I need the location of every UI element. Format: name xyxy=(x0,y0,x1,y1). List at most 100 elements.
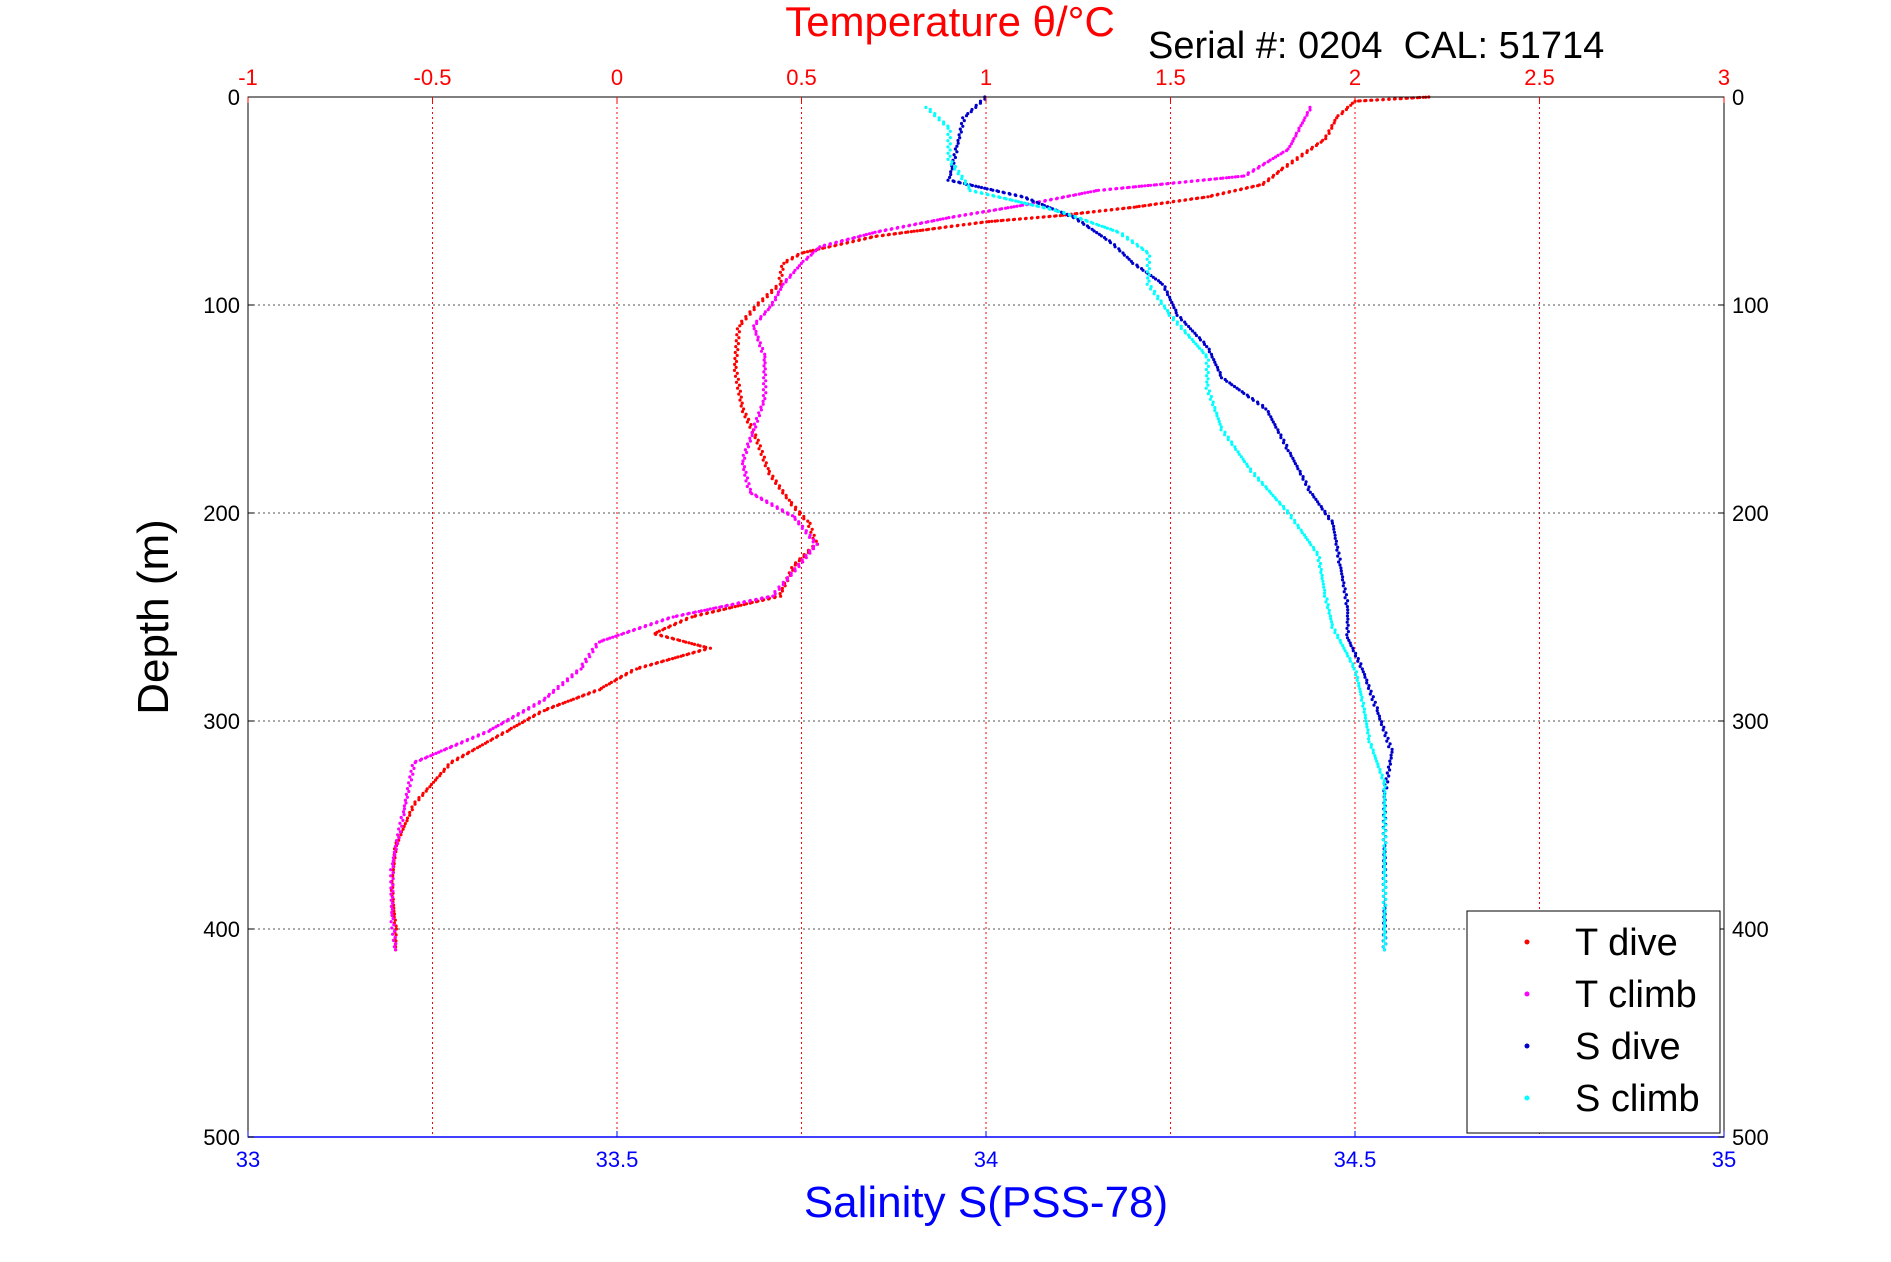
data-point xyxy=(1048,207,1052,211)
data-point xyxy=(1357,681,1361,685)
data-point xyxy=(1340,112,1344,116)
data-point xyxy=(1364,719,1368,723)
data-point xyxy=(550,705,554,710)
data-point xyxy=(1289,142,1293,146)
data-point xyxy=(691,651,695,655)
data-point xyxy=(775,506,779,510)
data-point xyxy=(1363,716,1367,720)
data-point xyxy=(1146,276,1150,280)
data-point xyxy=(915,229,919,233)
data-point xyxy=(505,719,509,723)
data-point xyxy=(931,227,935,231)
data-point xyxy=(967,186,971,190)
data-point xyxy=(1374,756,1378,761)
data-point xyxy=(959,130,963,134)
data-point xyxy=(1389,753,1393,757)
data-point xyxy=(401,810,406,814)
data-point xyxy=(1337,560,1341,564)
data-point xyxy=(1008,192,1012,196)
data-point xyxy=(930,219,934,223)
data-point xyxy=(776,290,781,294)
data-point xyxy=(1246,464,1250,469)
data-point xyxy=(1382,927,1386,931)
data-point xyxy=(795,254,799,258)
data-point xyxy=(996,189,1001,194)
data-point xyxy=(1382,820,1386,824)
data-point xyxy=(1209,394,1213,399)
data-point xyxy=(397,836,401,840)
data-point xyxy=(526,717,530,722)
data-point xyxy=(614,634,618,638)
data-point xyxy=(1349,103,1353,107)
data-point xyxy=(1324,134,1328,138)
data-point xyxy=(1383,853,1387,857)
data-point xyxy=(1212,358,1216,362)
top-axis-tick-label: 1 xyxy=(980,65,992,90)
data-point xyxy=(1245,462,1249,466)
data-point xyxy=(1080,191,1084,196)
data-point xyxy=(985,220,989,224)
legend-marker xyxy=(1524,1095,1530,1101)
data-point xyxy=(813,249,818,253)
data-point xyxy=(1077,192,1081,196)
data-point xyxy=(673,656,677,660)
data-point xyxy=(946,145,950,149)
data-point xyxy=(758,344,762,348)
legend-box xyxy=(1466,910,1721,1134)
data-point xyxy=(1300,121,1304,125)
data-point xyxy=(1376,711,1380,716)
data-point xyxy=(925,228,929,232)
data-point xyxy=(417,798,421,802)
data-point xyxy=(967,222,971,226)
legend-label: T dive xyxy=(1575,922,1678,964)
data-point xyxy=(781,491,785,495)
data-point xyxy=(1219,376,1224,380)
data-point xyxy=(590,647,595,651)
data-point xyxy=(716,609,720,613)
data-point xyxy=(752,305,756,309)
data-point xyxy=(1343,596,1347,600)
data-point xyxy=(396,841,400,846)
data-point xyxy=(1308,490,1312,494)
data-point xyxy=(1166,311,1171,315)
data-point xyxy=(735,353,739,358)
data-point xyxy=(744,412,748,416)
data-point xyxy=(949,170,953,174)
data-point xyxy=(410,805,414,809)
data-point xyxy=(391,917,395,921)
data-point xyxy=(389,874,393,878)
data-point xyxy=(1131,241,1135,245)
data-point xyxy=(735,371,739,375)
data-point xyxy=(1345,605,1349,609)
legend-label: S dive xyxy=(1575,1026,1681,1068)
data-point xyxy=(660,619,664,623)
data-point xyxy=(781,580,785,584)
data-point xyxy=(1215,411,1219,415)
data-point xyxy=(1291,456,1295,460)
data-point xyxy=(773,298,778,302)
legend: T dive T climb S dive S climb xyxy=(1466,910,1721,1134)
data-point xyxy=(1321,582,1325,586)
data-point xyxy=(1389,756,1393,760)
data-point xyxy=(1246,395,1251,399)
data-point xyxy=(1193,331,1197,335)
data-point xyxy=(1051,207,1055,211)
data-point xyxy=(737,330,742,334)
data-point xyxy=(1171,181,1175,185)
data-point xyxy=(1367,740,1371,744)
data-point xyxy=(955,224,959,228)
data-point xyxy=(1153,289,1157,293)
data-point xyxy=(754,332,758,336)
data-point xyxy=(510,716,514,720)
data-point xyxy=(980,191,984,195)
data-point xyxy=(889,227,893,231)
data-point xyxy=(1383,873,1387,878)
data-point xyxy=(1330,625,1334,630)
data-point xyxy=(678,638,682,643)
data-point xyxy=(1165,309,1170,313)
data-point xyxy=(1279,433,1283,437)
data-point xyxy=(1216,417,1220,421)
data-point xyxy=(788,275,792,279)
data-point xyxy=(752,324,756,328)
data-point xyxy=(692,642,697,647)
